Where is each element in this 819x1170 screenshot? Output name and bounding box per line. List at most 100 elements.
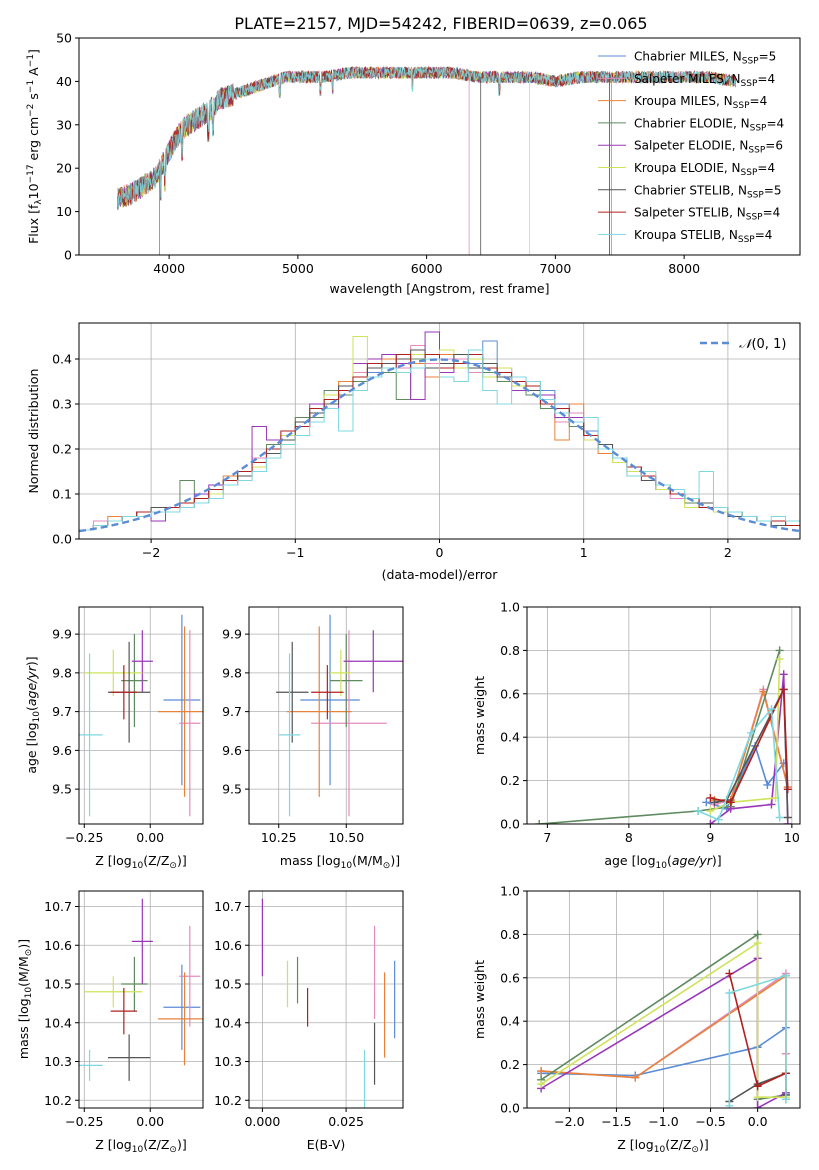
weight-marker xyxy=(537,1067,546,1076)
legend-label-part: =5 xyxy=(764,183,782,197)
mass-vs-z-ylabel: mass [log10(M/M⊙)] xyxy=(16,939,34,1059)
weight-marker xyxy=(725,969,734,978)
y-tick-label: 10.5 xyxy=(214,977,242,992)
legend-label: Salpeter MILES, NSSP=4 xyxy=(634,72,775,89)
mass-vs-z-ylabel-part: ⊙ xyxy=(24,949,34,957)
mass-vs-ebv-xlabel: E(B-V) xyxy=(307,1137,346,1152)
age-vs-mass-panel: 10.25 10.50 9.5 9.6 9.7 9.8 9.9 mass [log10(M/M… xyxy=(222,606,404,871)
legend-label-part: SSP xyxy=(738,235,755,245)
x-tick-label: −2.0 xyxy=(554,1114,584,1129)
y-tick-label: 10.4 xyxy=(44,1015,72,1030)
legend-label-part: =4 xyxy=(757,72,775,86)
legend-label-part: Salpeter ELODIE, N xyxy=(634,139,748,153)
weight-line-9 xyxy=(728,974,787,1106)
mass-vs-z-xlabel-part: Z [log xyxy=(95,1137,131,1152)
weight-marker xyxy=(753,939,762,948)
legend-label-part: SSP xyxy=(747,190,764,200)
x-tick-label: 0.00 xyxy=(136,1114,164,1129)
weight-marker xyxy=(783,813,792,822)
age-vs-z-xlabel-part: ⊙ xyxy=(169,861,177,871)
spectrum-xlabel: wavelength [Angstrom, rest frame] xyxy=(329,281,549,296)
weight-marker xyxy=(753,1082,762,1091)
legend-label: Kroupa ELODIE, NSSP=4 xyxy=(634,161,775,178)
x-tick-label: 7000 xyxy=(539,261,571,276)
y-tick-label: 10.2 xyxy=(44,1093,72,1108)
mass-weight-vs-z-lines xyxy=(537,930,790,1108)
mass-weight-vs-z-xlabel-part: 10 xyxy=(654,1145,666,1155)
y-tick-label: 0.6 xyxy=(500,970,520,985)
mass-weight-vs-age-panel: 7 8 9 10 0.0 0.2 0.4 0.6 0.8 1.0 mass weight age [l… xyxy=(472,600,801,871)
y-tick-label: 0.2 xyxy=(52,442,72,457)
weight-marker xyxy=(725,988,734,997)
axes-frame xyxy=(78,606,204,825)
mass-weight-vs-z-xlabel-part: ⊙ xyxy=(691,1145,699,1155)
mass-vs-z-ylabel-part: )] xyxy=(16,939,31,949)
x-tick-label: 0.025 xyxy=(328,1114,364,1129)
spectrum-ylabel: Flux [fλ10−17 erg cm−2 s−1 A−1] xyxy=(26,49,44,244)
weight-marker xyxy=(779,670,788,679)
age-vs-z-ylabel: age [log10(age/yr)] xyxy=(24,656,42,773)
y-tick-label: 0.4 xyxy=(500,730,520,745)
weight-marker xyxy=(767,800,776,809)
age-vs-z-ylabel-part: age/yr xyxy=(24,665,39,706)
x-tick-label: 7 xyxy=(543,830,551,845)
x-tick-label: 8 xyxy=(625,830,633,845)
legend-label-part: =6 xyxy=(765,139,783,153)
age-vs-z-xlabel-part: (Z/Z xyxy=(143,853,169,868)
mass-weight-vs-age-xlabel-part: age [log xyxy=(604,853,655,868)
legend-label-part: Salpeter STELIB, N xyxy=(634,206,746,220)
y-tick-label: 9.6 xyxy=(222,743,242,758)
mass-weight-vs-age-xlabel: age [log10(age/yr)] xyxy=(604,853,721,871)
mass-weight-vs-age-ylabel: mass weight xyxy=(472,676,487,755)
age-vs-z-xlabel-part: Z [log xyxy=(95,853,131,868)
y-tick-label: 0.2 xyxy=(500,773,520,788)
age-vs-mass-xlabel-part: (M/M xyxy=(352,853,383,868)
age-vs-z-errorbars xyxy=(79,614,203,817)
legend-label-part: SSP xyxy=(746,213,763,223)
mass-vs-z-errorbars xyxy=(79,898,203,1081)
age-vs-z-xlabel: Z [log10(Z/Z⊙)] xyxy=(95,853,186,871)
mass-weight-vs-z-xlabel-part: Z [log xyxy=(617,1137,653,1152)
mass-vs-z-xlabel-part: 10 xyxy=(132,1145,144,1155)
legend-label: Kroupa STELIB, NSSP=4 xyxy=(634,228,772,245)
y-tick-label: 10.7 xyxy=(214,899,242,914)
legend-label: Chabrier MILES, NSSP=5 xyxy=(634,50,776,67)
legend-label-part: =4 xyxy=(766,116,784,130)
mass-weight-vs-z-ylabel: mass weight xyxy=(472,960,487,1039)
y-tick-label: 9.5 xyxy=(52,782,72,797)
residuals-ylabel: Normed distribution xyxy=(26,369,41,494)
weight-marker xyxy=(706,820,715,824)
legend-label-part: =4 xyxy=(763,206,781,220)
axes-frame xyxy=(248,606,404,825)
normal-curve xyxy=(79,358,800,533)
y-tick-label: 10.6 xyxy=(214,938,242,953)
histogram-step-8 xyxy=(79,354,800,539)
weight-marker xyxy=(781,971,790,980)
spectrum-ylabel-part: A xyxy=(26,67,41,80)
x-tick-label: −1.5 xyxy=(601,1114,631,1129)
mass-vs-z-xlabel-part: )] xyxy=(177,1137,187,1152)
spectrum-ylabel-part: λ xyxy=(34,199,44,205)
weight-marker xyxy=(767,704,776,713)
weight-marker xyxy=(706,793,715,802)
legend-label: Chabrier ELODIE, NSSP=4 xyxy=(634,116,784,133)
spectrum-line-9 xyxy=(117,66,736,208)
legend-label-part: Chabrier MILES, N xyxy=(634,50,742,64)
weight-marker xyxy=(702,798,711,807)
mass-weight-vs-age-xlabel-part: 10 xyxy=(656,861,668,871)
age-vs-z-ylabel-part: age [log xyxy=(24,722,39,773)
y-tick-label: 9.7 xyxy=(52,704,72,719)
y-tick-label: 10.3 xyxy=(44,1054,72,1069)
x-tick-label: −2 xyxy=(142,545,160,560)
age-vs-mass-errorbars xyxy=(276,614,403,817)
y-tick-label: 40 xyxy=(56,74,72,89)
y-tick-label: 10 xyxy=(56,204,72,219)
spectrum-ylabel-part: −17 xyxy=(26,164,36,183)
weight-marker xyxy=(753,930,762,939)
legend-label-part: Salpeter MILES, N xyxy=(634,72,741,86)
weight-marker xyxy=(783,785,792,794)
legend-label-part: SSP xyxy=(741,168,758,178)
y-tick-label: 0.2 xyxy=(500,1057,520,1072)
age-vs-z-xlabel-part: 10 xyxy=(132,861,144,871)
